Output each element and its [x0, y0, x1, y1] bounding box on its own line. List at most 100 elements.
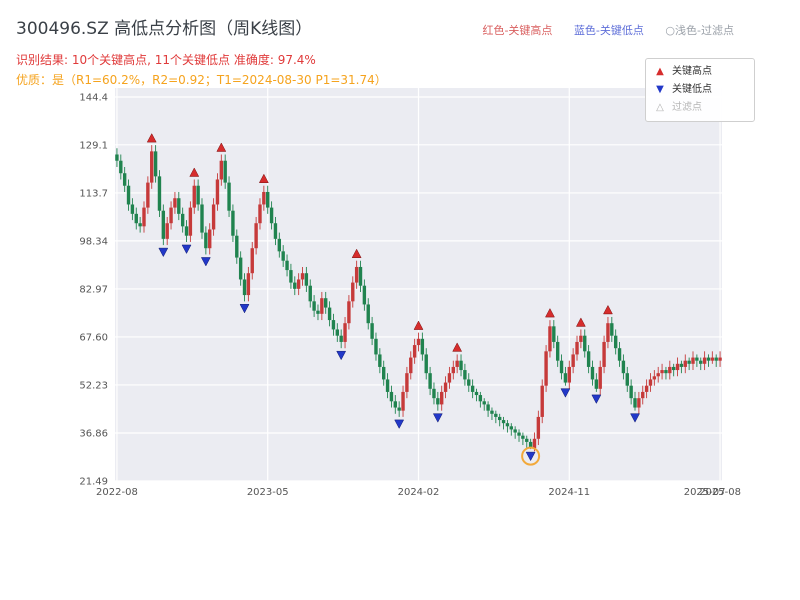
- candle-body: [242, 279, 247, 296]
- candle-body: [115, 154, 119, 161]
- key-low-marker: [591, 394, 602, 404]
- candle-body: [598, 366, 602, 389]
- candle-body: [459, 360, 463, 371]
- candle-body: [447, 373, 452, 383]
- candle-body: [362, 285, 367, 305]
- x-tick-label: 2023-05: [247, 487, 289, 498]
- candle-body: [505, 423, 510, 427]
- candle-body: [544, 351, 548, 386]
- candle-body: [293, 282, 297, 289]
- candle-body: [389, 391, 394, 402]
- candle-body: [451, 366, 455, 374]
- candle-body: [331, 320, 336, 330]
- candle-body: [327, 307, 332, 321]
- candle-body: [463, 370, 467, 380]
- candle-body: [586, 351, 591, 367]
- key-point-markers: [146, 133, 640, 466]
- triangle-hollow-icon: △: [656, 102, 664, 113]
- candle-body: [366, 304, 370, 324]
- candle-body: [470, 385, 475, 392]
- candle-body: [559, 360, 564, 374]
- candle-body: [683, 360, 687, 367]
- candle-body: [579, 335, 583, 342]
- candle-body: [710, 357, 715, 361]
- key-high-marker: [452, 342, 463, 352]
- candle-body: [590, 366, 595, 380]
- key-high-marker: [258, 173, 269, 183]
- recognition-result: 识别结果: 10个关键高点, 11个关键低点 准确度: 97.4%: [16, 53, 316, 67]
- candle-body: [637, 398, 641, 408]
- candle-body: [269, 207, 274, 224]
- legend-item-key-high: ▲ 关键高点: [654, 63, 746, 81]
- candle-body: [602, 341, 606, 367]
- color-key-low: 蓝色-关键低点: [573, 24, 644, 37]
- candle-body: [184, 226, 189, 236]
- candle-body: [525, 438, 529, 442]
- key-low-marker: [394, 419, 405, 429]
- candle-body: [521, 435, 525, 439]
- candle-body: [320, 298, 324, 314]
- candle-body: [146, 182, 150, 208]
- candle-body: [621, 360, 626, 374]
- candle-body: [714, 357, 718, 361]
- candle-body: [428, 373, 432, 389]
- candle-body: [702, 357, 707, 364]
- candle-body: [567, 366, 571, 383]
- candle-body: [354, 266, 359, 283]
- candle-body: [583, 335, 587, 352]
- candle-body: [706, 357, 711, 361]
- candle-body: [351, 282, 355, 302]
- candle-body: [370, 323, 374, 339]
- candle-body: [227, 182, 231, 211]
- candle-body: [501, 420, 506, 424]
- candle-body: [312, 301, 316, 311]
- candle-body: [656, 373, 660, 377]
- candle-body: [374, 338, 378, 355]
- candle-body: [273, 223, 278, 239]
- key-high-marker: [216, 142, 227, 152]
- x-tick-label: 2024-11: [548, 487, 590, 498]
- key-high-marker: [545, 308, 555, 318]
- key-low-marker: [158, 247, 169, 258]
- y-tick-label: 36.86: [79, 428, 108, 439]
- candle-body: [142, 207, 146, 227]
- color-key: 红色-关键高点 蓝色-关键低点 ○浅色-过滤点: [464, 22, 734, 38]
- candle-body: [513, 429, 517, 433]
- candle-body: [432, 388, 436, 399]
- candle-body: [436, 398, 440, 405]
- key-high-marker: [413, 320, 424, 330]
- candle-body: [281, 251, 285, 261]
- candle-body: [540, 385, 544, 417]
- candle-body: [420, 338, 425, 355]
- color-key-high: 红色-关键高点: [482, 24, 553, 37]
- candle-body: [180, 213, 185, 227]
- candle-body: [664, 370, 668, 374]
- y-tick-label: 113.7: [79, 188, 108, 199]
- candle-body: [296, 279, 301, 289]
- candle-body: [324, 298, 328, 308]
- candle-body: [316, 310, 320, 314]
- candle-body: [285, 260, 289, 271]
- candle-body: [134, 213, 138, 224]
- candle-body: [258, 204, 262, 224]
- candle-body: [161, 210, 166, 239]
- candle-body: [482, 401, 486, 405]
- candle-body: [219, 160, 224, 180]
- candle-body: [200, 204, 204, 233]
- legend-label: 关键低点: [672, 84, 712, 95]
- candle-body: [497, 416, 502, 421]
- candle-body: [254, 223, 258, 249]
- key-low-marker: [560, 388, 571, 398]
- y-tick-label: 82.97: [79, 284, 108, 295]
- candle-body: [652, 376, 657, 380]
- candle-body: [668, 366, 672, 374]
- candle-body: [150, 151, 154, 183]
- candle-body: [138, 223, 142, 227]
- quality-line: 优质：是（R1=60.2%，R2=0.92；T1=2024-08-30 P1=3…: [16, 73, 387, 87]
- gridlines: [115, 88, 722, 482]
- candle-body: [424, 354, 428, 374]
- candle-body: [439, 391, 444, 405]
- candle-body: [474, 391, 479, 396]
- page-title: 300496.SZ 高低点分析图（周K线图）: [16, 19, 313, 39]
